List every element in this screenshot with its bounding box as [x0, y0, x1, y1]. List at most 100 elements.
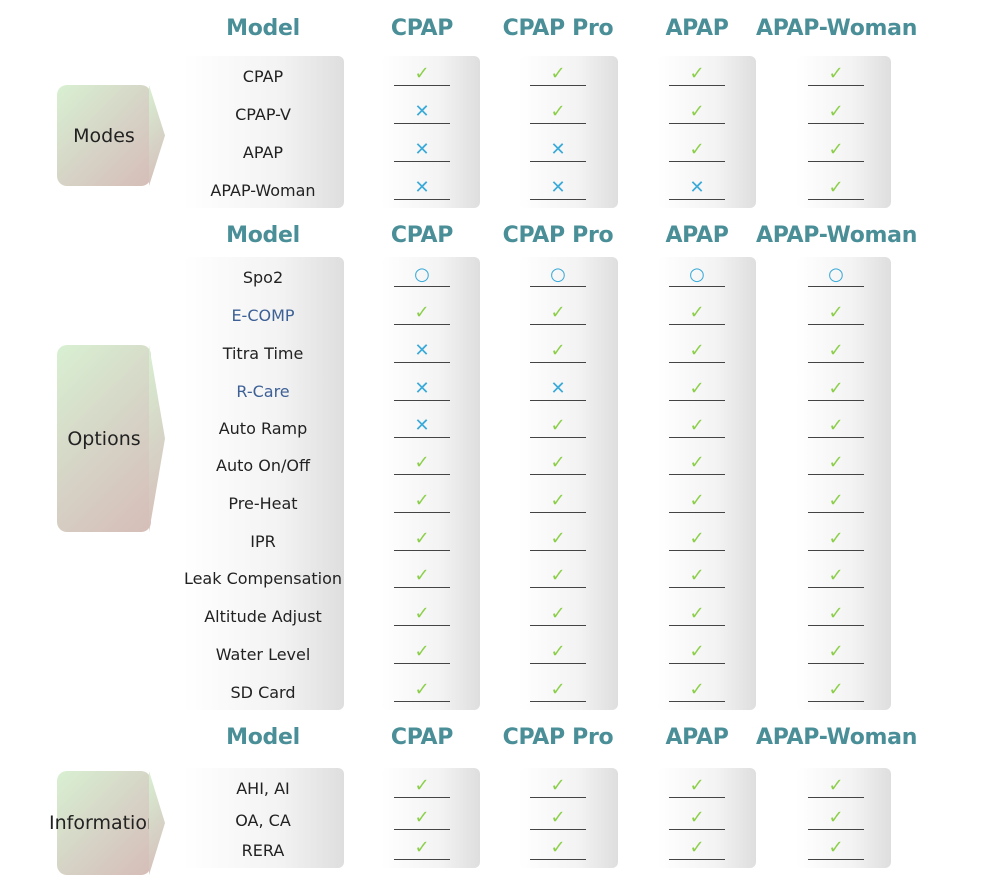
check-icon: ✓: [689, 139, 705, 160]
status-cell: ✓: [530, 808, 586, 832]
status-cell: ✓: [669, 529, 725, 553]
status-cell: ✓: [808, 604, 864, 628]
check-icon: ✓: [414, 837, 430, 858]
status-cell: ✕: [530, 379, 586, 403]
underline: [394, 663, 450, 664]
status-cell: ✓: [394, 529, 450, 553]
check-icon: ✓: [414, 63, 430, 84]
underline: [808, 400, 864, 401]
status-cell: ✓: [808, 566, 864, 590]
header-cpap-pro: CPAP Pro: [502, 725, 614, 750]
check-icon: ✓: [550, 565, 566, 586]
status-cell: ✕: [394, 341, 450, 365]
status-cell: ✓: [530, 566, 586, 590]
check-icon: ✓: [828, 528, 844, 549]
underline: [530, 474, 586, 475]
underline: [669, 437, 725, 438]
underline: [808, 362, 864, 363]
underline: [530, 859, 586, 860]
status-cell: ✓: [669, 680, 725, 704]
check-icon: ✓: [550, 775, 566, 796]
check-icon: ✓: [689, 378, 705, 399]
row-label: Pre-Heat: [228, 494, 298, 513]
underline: [669, 829, 725, 830]
status-cell: ✓: [808, 642, 864, 666]
row-label: SD Card: [230, 683, 296, 702]
check-icon: ✓: [550, 603, 566, 624]
header-row: Model CPAP CPAP Pro APAP APAP-Woman: [0, 12, 988, 46]
status-cell: ✓: [669, 604, 725, 628]
check-icon: ✓: [550, 837, 566, 858]
circle-icon: ○: [828, 264, 844, 285]
underline: [669, 123, 725, 124]
status-cell: ✓: [669, 140, 725, 164]
check-icon: ✓: [828, 378, 844, 399]
underline: [808, 85, 864, 86]
underline: [394, 797, 450, 798]
status-cell: ✓: [808, 303, 864, 327]
cross-icon: ✕: [550, 139, 566, 160]
underline: [530, 400, 586, 401]
underline: [530, 199, 586, 200]
row-label: OA, CA: [235, 811, 291, 830]
check-icon: ✓: [828, 63, 844, 84]
status-cell: ✓: [669, 303, 725, 327]
underline: [394, 199, 450, 200]
row-label: APAP-Woman: [210, 181, 316, 200]
check-icon: ✓: [828, 415, 844, 436]
underline: [530, 587, 586, 588]
check-icon: ✓: [828, 807, 844, 828]
status-cell: ✓: [808, 64, 864, 88]
status-cell: ✓: [530, 416, 586, 440]
header-cpap: CPAP: [390, 16, 454, 41]
check-icon: ✓: [550, 807, 566, 828]
status-cell: ✓: [808, 102, 864, 126]
underline: [394, 400, 450, 401]
status-cell: ✓: [808, 453, 864, 477]
column-panel: [519, 768, 618, 868]
underline: [808, 512, 864, 513]
label-panel: [183, 257, 344, 710]
status-cell: ✓: [808, 140, 864, 164]
column-panel: [519, 257, 618, 710]
check-icon: ✓: [689, 452, 705, 473]
check-icon: ✓: [550, 340, 566, 361]
cross-icon: ✕: [414, 340, 430, 361]
underline: [530, 123, 586, 124]
check-icon: ✓: [689, 837, 705, 858]
check-icon: ✓: [828, 603, 844, 624]
status-cell: ✓: [808, 680, 864, 704]
underline: [669, 199, 725, 200]
cross-icon: ✕: [414, 139, 430, 160]
check-icon: ✓: [689, 603, 705, 624]
row-label: E-COMP: [231, 306, 295, 325]
check-icon: ✓: [689, 415, 705, 436]
underline: [530, 829, 586, 830]
section-tag-information: Information: [49, 771, 159, 875]
check-icon: ✓: [828, 641, 844, 662]
underline: [669, 859, 725, 860]
underline: [394, 286, 450, 287]
underline: [394, 123, 450, 124]
column-panel: [796, 56, 891, 208]
column-panel: [796, 768, 891, 868]
row-label: AHI, AI: [236, 779, 290, 798]
underline: [530, 550, 586, 551]
column-panel: [519, 56, 618, 208]
underline: [394, 512, 450, 513]
check-icon: ✓: [414, 490, 430, 511]
status-cell: ○: [394, 265, 450, 289]
underline: [394, 550, 450, 551]
status-cell: ✓: [394, 642, 450, 666]
check-icon: ✓: [828, 101, 844, 122]
status-cell: ✕: [530, 178, 586, 202]
status-cell: ✓: [394, 604, 450, 628]
cross-icon: ✕: [550, 378, 566, 399]
check-icon: ✓: [689, 63, 705, 84]
check-icon: ✓: [828, 302, 844, 323]
header-model: Model: [226, 223, 300, 248]
status-cell: ✓: [394, 64, 450, 88]
check-icon: ✓: [828, 565, 844, 586]
check-icon: ✓: [828, 452, 844, 473]
header-model: Model: [226, 725, 300, 750]
